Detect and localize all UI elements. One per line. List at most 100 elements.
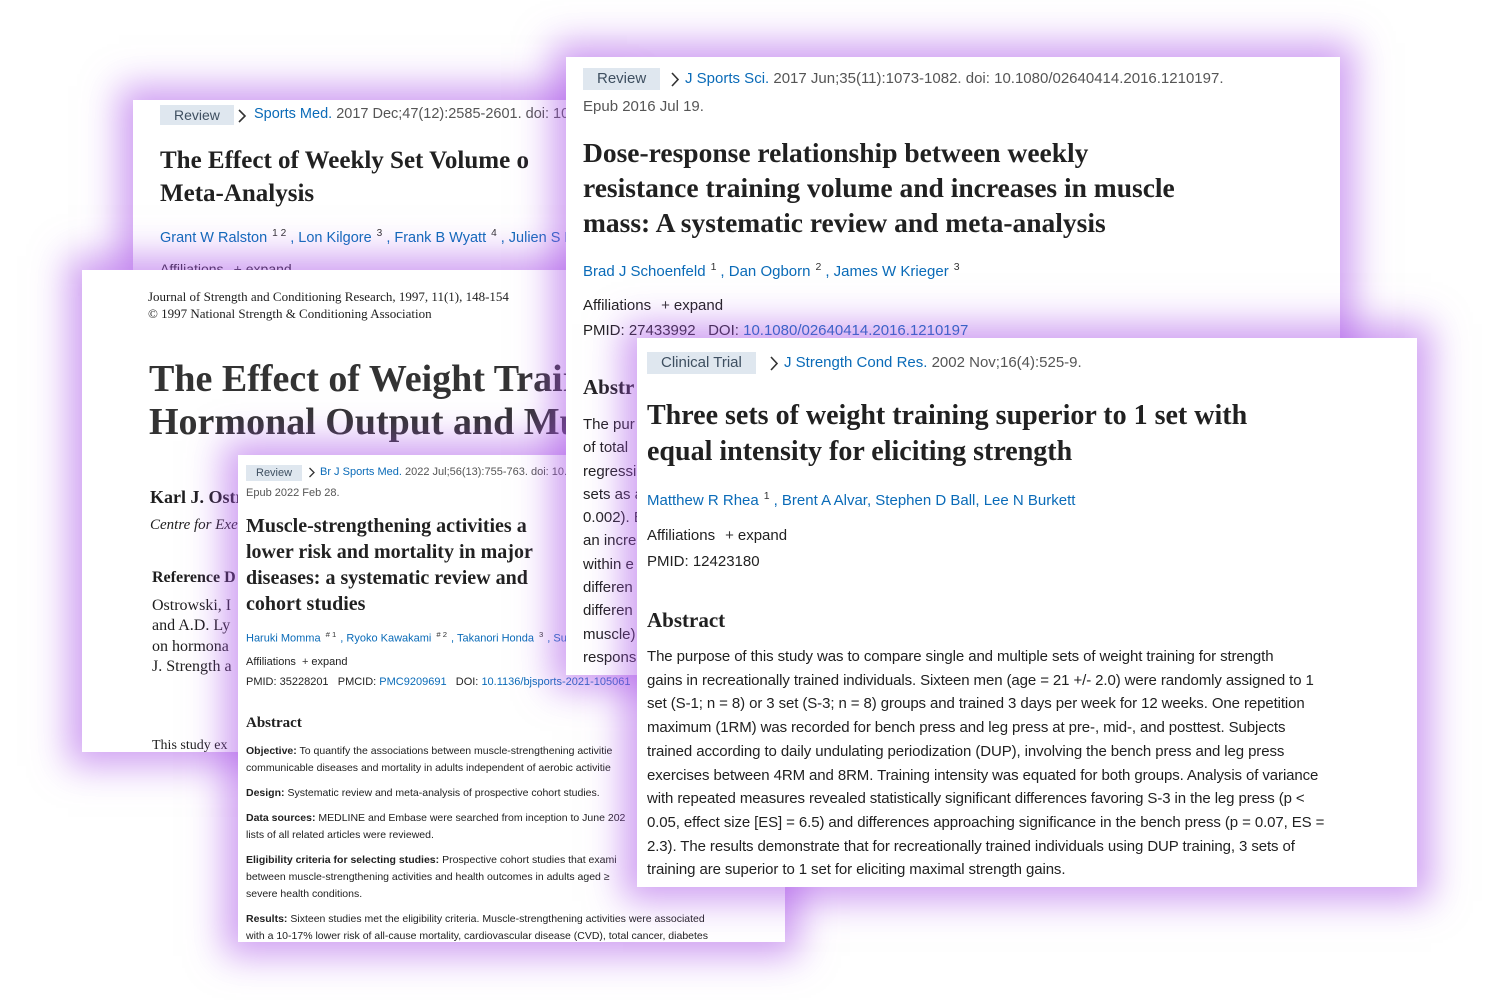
tag: Review (160, 105, 234, 125)
citation: 2017 Jun;35(11):1073-1082. doi: 10.1080/… (773, 70, 1224, 87)
tag: Review (583, 68, 661, 90)
pmcid[interactable]: PMC9209691 (379, 676, 447, 688)
authors: Matthew R Rhea 1, Brent A Alvar, Stephen … (647, 490, 1075, 509)
abstract-line: Eligibility criteria for selecting studi… (246, 852, 708, 869)
author-affiliation-number: 2 (815, 261, 822, 273)
citation-line: Br J Sports Med. 2022 Jul;56(13):755-763… (320, 466, 573, 478)
journal-header: Journal of Strength and Conditioning Res… (148, 288, 509, 322)
author[interactable]: , Ryoko Kawakami (340, 632, 432, 645)
author[interactable]: Matthew R Rhea (647, 492, 759, 509)
journal-link[interactable]: J Sports Sci. (685, 70, 770, 87)
abstract-line: respons (583, 648, 637, 666)
abstract-heading: Abstr (583, 375, 635, 399)
author[interactable]: , Lon Kilgore (290, 229, 372, 246)
abstract-line: with repeated measures revealed statisti… (647, 790, 1305, 808)
journal-link[interactable]: Sports Med. (254, 106, 333, 122)
abstract-heading: Abstract (647, 608, 726, 632)
author[interactable]: Haruki Momma (246, 632, 321, 645)
author[interactable]: , Dan Ogborn (720, 263, 811, 280)
author-affiliation-number: 1 (763, 490, 770, 502)
affiliations-label: Affiliations (583, 297, 652, 314)
abstract-line: within e (583, 555, 634, 573)
author[interactable]: , Frank B Wyatt (386, 229, 487, 246)
author[interactable]: , Takanori Honda (451, 632, 535, 645)
doi[interactable]: 10.1136/bjsports-2021-105061 (481, 676, 631, 688)
abstract-line: differen (583, 579, 633, 597)
author[interactable]: , Lee N Burkett (975, 492, 1076, 509)
author[interactable]: Brad J Schoenfeld (583, 263, 706, 280)
author-affiliation: Centre for Exe (150, 517, 238, 533)
abstract-line: an incre (583, 532, 637, 550)
author[interactable]: , Brent A Alvar (773, 492, 867, 509)
abstract-line: muscle) (583, 625, 636, 643)
abstract-line: exercises between 4RM and 8RM. Training … (647, 766, 1319, 784)
abstract-line: The purpose of this study was to compare… (647, 648, 1274, 665)
author-affiliation-number: 1 2 (272, 228, 287, 239)
abstract-heading: Abstract (246, 715, 302, 731)
abstract-line: severe health conditions. (246, 886, 708, 903)
author[interactable]: , Su (547, 632, 567, 645)
journal-link[interactable]: J Strength Cond Res. (784, 354, 928, 371)
title-line: lower risk and mortality in major (246, 541, 533, 563)
citation-line: J Sports Sci. 2017 Jun;35(11):1073-1082.… (685, 70, 1224, 87)
author[interactable]: , Stephen D Ball (866, 492, 976, 509)
title-line: resistance training volume and increases… (583, 172, 1175, 203)
reference-line: J. Strength a (152, 657, 232, 675)
section-text: MEDLINE and Embase were searched from in… (318, 812, 626, 824)
chevron (671, 72, 680, 87)
affiliations-label: Affiliations (647, 527, 716, 544)
title: The Effect of Weight Trair Hormonal Outpu… (149, 358, 581, 444)
abstract-line: The pur (583, 416, 635, 433)
abstract-line: sets as a (583, 485, 644, 503)
expand[interactable]: expand (737, 527, 788, 544)
chevron (309, 467, 315, 478)
affiliations: Affiliations + expand (246, 656, 348, 668)
section-text: communicable diseases and mortality in a… (246, 762, 611, 774)
section-label: Data sources: (246, 812, 316, 824)
section-text: Systematic review and meta-analysis of p… (287, 787, 600, 799)
expand[interactable]: expand (673, 297, 724, 314)
abstract-line: between muscle-strengthening activities … (246, 869, 708, 886)
abstract-line: Results: Sixteen studies met the eligibi… (246, 911, 708, 928)
abstract-line: of total (583, 439, 629, 457)
tag: Clinical Trial (647, 352, 756, 374)
section-label: Eligibility criteria for selecting studi… (246, 854, 440, 866)
author-affiliation-number: # 1 (325, 630, 337, 639)
title-line: equal intensity for eliciting strength (647, 436, 1073, 467)
title-line: Dose-response relationship between weekl… (583, 137, 1089, 168)
author-affiliation-number: 4 (491, 228, 497, 239)
section-text: Sixteen studies met the eligibility crit… (290, 913, 705, 925)
title: Muscle-strengthening activities a lower r… (246, 513, 533, 617)
doi[interactable]: 10.1080/02640414.2016.1210197 (743, 322, 969, 339)
abstract-line: training are superior to 1 set for elici… (647, 861, 1066, 879)
identifiers: PMID: 35228201 PMCID: PMC9209691 DOI: 10… (246, 676, 630, 688)
abstract: The purpose of this study was to compare… (647, 645, 1324, 882)
title-line: Hormonal Output and Mu (149, 401, 581, 443)
abstract-line: differen (583, 602, 633, 620)
section-text: lists of all related articles were revie… (246, 829, 434, 841)
abstract-line: maximum (1RM) was recorded for bench pre… (647, 719, 1286, 737)
epub: Epub 2022 Feb 28. (246, 487, 340, 499)
abstract: The pur of total regressi sets as a 0.002). … (583, 413, 644, 669)
citation: 2017 Dec;47(12):2585-2601. doi: 10.1 (336, 106, 582, 122)
author[interactable]: , James W Krieger (825, 263, 949, 280)
author-affiliation-number: 3 (539, 630, 544, 639)
journal-link[interactable]: Br J Sports Med. (320, 466, 402, 478)
abstract-line: Data sources: MEDLINE and Embase were se… (246, 810, 708, 827)
affiliations-label: Affiliations (246, 656, 296, 668)
expand[interactable]: expand (245, 261, 292, 270)
section-text: To quantify the associations between mus… (299, 745, 613, 757)
journal-line: Journal of Strength and Conditioning Res… (148, 289, 509, 304)
author[interactable]: Grant W Ralston (160, 229, 268, 246)
pmid: PMID: 12423180 (647, 553, 760, 570)
abstract-line: 0.002). E (583, 509, 644, 527)
author[interactable]: , Julien S Ba (500, 229, 583, 246)
citation-line: J Strength Cond Res. 2002 Nov;16(4):525-… (784, 354, 1082, 371)
abstract-line: trained according to daily undulating pe… (647, 742, 1285, 760)
reference-line: and A.D. Ly (152, 617, 231, 635)
abstract-line: Objective: To quantify the associations … (246, 743, 708, 760)
expand[interactable]: expand (311, 656, 348, 668)
abstract-line: gains in recreationally trained individu… (647, 671, 1314, 689)
abstract-section: Design: Systematic review and meta-analy… (246, 785, 708, 802)
